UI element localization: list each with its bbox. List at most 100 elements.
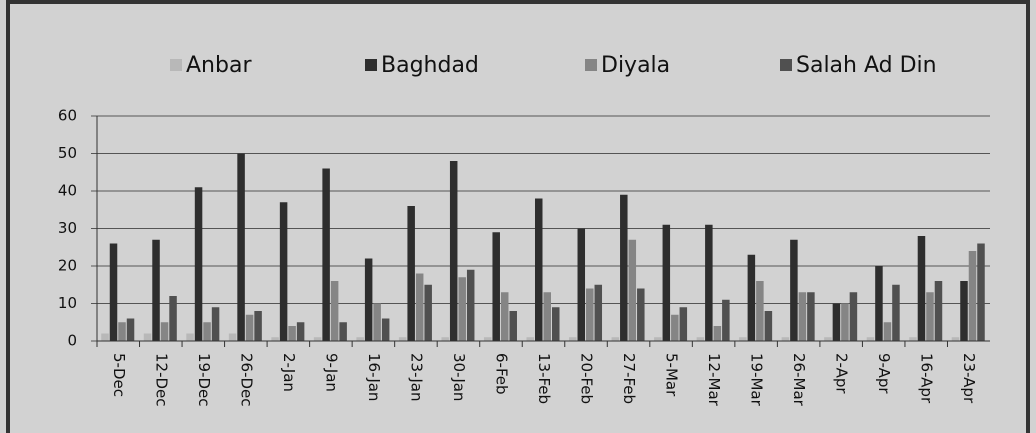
- x-tick-label: 19-Dec: [195, 353, 213, 407]
- bar: [449, 161, 458, 341]
- bar: [381, 318, 390, 341]
- bar: [977, 243, 985, 341]
- x-tick-label: 23-Jan: [407, 353, 425, 401]
- bar: [169, 296, 177, 341]
- x-tick-label: 5-Mar: [663, 353, 681, 397]
- x-tick-label: 19-Mar: [748, 353, 766, 407]
- bar: [917, 236, 926, 341]
- y-tick-label: 0: [67, 332, 77, 350]
- bar: [883, 322, 892, 341]
- x-tick-label: 9-Apr: [875, 353, 893, 394]
- legend-label: Baghdad: [381, 53, 479, 78]
- bar: [373, 303, 381, 341]
- bar: [696, 337, 705, 341]
- frame: [6, 0, 1030, 433]
- bar: [398, 337, 407, 341]
- bar: [364, 258, 373, 341]
- x-tick-label: 16-Jan: [365, 353, 383, 401]
- x-tick-label: 2-Jan: [280, 353, 298, 392]
- x-tick-label: 2-Apr: [833, 353, 851, 394]
- bar: [620, 194, 628, 341]
- y-tick-label: 10: [58, 294, 77, 312]
- x-tick-label: 20-Feb: [578, 353, 596, 404]
- bar: [705, 224, 713, 341]
- bar: [713, 326, 722, 341]
- bar: [594, 284, 603, 341]
- bar: [407, 206, 415, 341]
- x-tick-label: 9-Jan: [322, 353, 340, 392]
- bar: [764, 311, 773, 341]
- bar: [194, 187, 203, 341]
- x-tick-label: 6-Feb: [492, 353, 510, 395]
- bar: [849, 292, 858, 341]
- bar: [330, 281, 339, 341]
- bar: [313, 337, 322, 341]
- bar: [747, 254, 756, 341]
- bar: [654, 337, 662, 341]
- bar: [152, 239, 160, 341]
- y-tick-label: 50: [58, 144, 77, 162]
- bar: [271, 337, 279, 341]
- bar: [968, 251, 977, 341]
- bar: [203, 322, 211, 341]
- bar: [926, 292, 934, 341]
- bar: [483, 337, 492, 341]
- bar: [101, 333, 109, 341]
- x-tick-label: 30-Jan: [450, 353, 468, 401]
- bar: [288, 326, 296, 341]
- bar: [671, 314, 679, 341]
- bar: [534, 198, 543, 341]
- x-tick-label: 13-Feb: [535, 353, 553, 404]
- bar: [228, 333, 237, 341]
- bar: [628, 239, 637, 341]
- y-tick-label: 20: [58, 257, 77, 275]
- bar: [339, 322, 347, 341]
- bar: [509, 311, 517, 341]
- bar: [586, 288, 594, 341]
- bar: [662, 224, 671, 341]
- bar: [254, 311, 262, 341]
- bar: [569, 337, 577, 341]
- bar: [118, 322, 126, 341]
- bar: [424, 284, 432, 341]
- bar: [126, 318, 135, 341]
- bar: [552, 307, 560, 341]
- bar: [160, 322, 169, 341]
- bar: [186, 333, 194, 341]
- bar: [279, 202, 288, 341]
- bar: [245, 314, 254, 341]
- bar: [781, 337, 790, 341]
- legend-swatch: [780, 59, 792, 71]
- bar: [909, 337, 917, 341]
- bar: [679, 307, 688, 341]
- bar: [807, 292, 815, 341]
- x-tick-label: 5-Dec: [110, 353, 128, 397]
- bar: [577, 228, 586, 341]
- bar: [458, 277, 466, 341]
- x-tick-label: 12-Mar: [705, 353, 723, 407]
- x-tick-label: 16-Apr: [918, 353, 936, 404]
- bar: [237, 153, 245, 341]
- bar: [143, 333, 152, 341]
- bar: [722, 299, 730, 341]
- legend-label: Anbar: [186, 53, 252, 78]
- x-tick-label: 26-Mar: [790, 353, 808, 407]
- bar: [798, 292, 807, 341]
- bar: [934, 281, 943, 341]
- x-tick-label: 23-Apr: [960, 353, 978, 404]
- legend-swatch: [365, 59, 377, 71]
- bar: [441, 337, 449, 341]
- bar: [492, 232, 500, 341]
- bar: [415, 273, 424, 341]
- bar: [960, 281, 968, 341]
- bar: [322, 168, 330, 341]
- x-tick-label: 12-Dec: [152, 353, 170, 407]
- bar: [756, 281, 764, 341]
- legend-label: Salah Ad Din: [796, 53, 937, 78]
- y-tick-label: 60: [58, 107, 77, 125]
- bar: [211, 307, 220, 341]
- bar: [526, 337, 534, 341]
- bar: [296, 322, 305, 341]
- y-tick-label: 30: [58, 219, 77, 237]
